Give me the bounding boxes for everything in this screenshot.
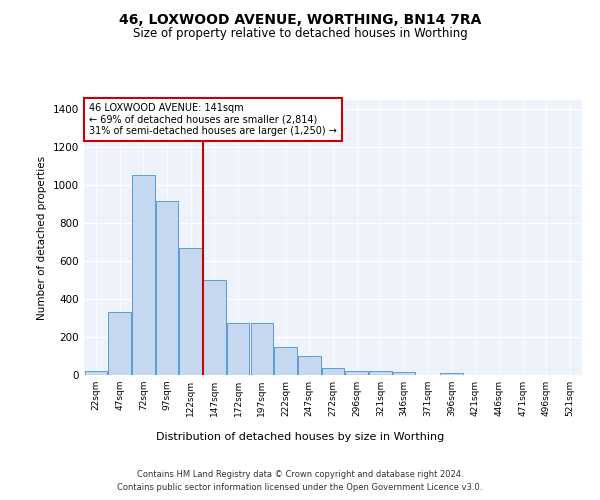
Bar <box>393 372 415 375</box>
Bar <box>85 371 107 375</box>
Bar <box>109 312 131 375</box>
Bar <box>369 371 392 375</box>
Text: 46, LOXWOOD AVENUE, WORTHING, BN14 7RA: 46, LOXWOOD AVENUE, WORTHING, BN14 7RA <box>119 12 481 26</box>
Bar <box>274 346 297 375</box>
Text: Contains HM Land Registry data © Crown copyright and database right 2024.
Contai: Contains HM Land Registry data © Crown c… <box>118 470 482 492</box>
Bar <box>346 371 368 375</box>
Y-axis label: Number of detached properties: Number of detached properties <box>37 156 47 320</box>
Bar <box>251 323 273 375</box>
Text: Distribution of detached houses by size in Worthing: Distribution of detached houses by size … <box>156 432 444 442</box>
Bar <box>227 323 250 375</box>
Bar <box>440 373 463 375</box>
Text: Size of property relative to detached houses in Worthing: Size of property relative to detached ho… <box>133 28 467 40</box>
Bar <box>156 200 178 375</box>
Bar <box>132 175 155 375</box>
Text: 46 LOXWOOD AVENUE: 141sqm
← 69% of detached houses are smaller (2,814)
31% of se: 46 LOXWOOD AVENUE: 141sqm ← 69% of detac… <box>89 103 337 136</box>
Bar <box>203 280 226 375</box>
Bar <box>298 356 320 375</box>
Bar <box>179 248 202 375</box>
Bar <box>322 368 344 375</box>
